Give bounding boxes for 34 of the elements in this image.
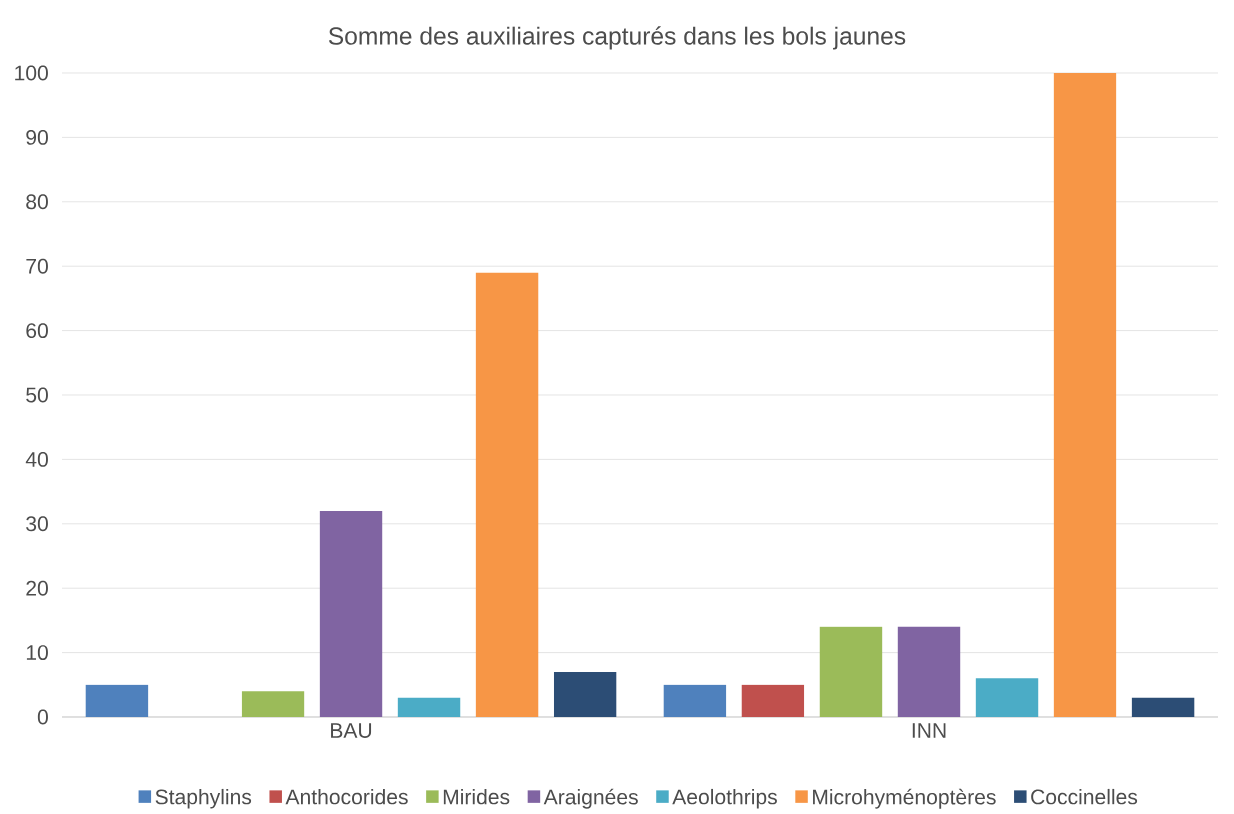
y-tick-label: 60 (26, 323, 48, 339)
y-tick-label: 80 (26, 194, 48, 210)
y-tick-label: 0 (37, 709, 48, 725)
bar (319, 510, 383, 718)
bar (241, 691, 305, 718)
bar (553, 671, 617, 718)
bar (741, 684, 805, 718)
bar (1053, 73, 1117, 718)
y-tick-label: 90 (26, 129, 48, 145)
y-tick-label: 100 (15, 65, 48, 81)
bar (1131, 697, 1195, 718)
bar (819, 626, 883, 718)
y-tick-label: 10 (26, 645, 48, 661)
bar (475, 272, 539, 718)
legend-label: Anthocorides (285, 788, 408, 805)
y-tick-label: 70 (26, 258, 48, 274)
legend-label: Mirides (443, 788, 510, 805)
legend-label: Coccinelles (1031, 788, 1138, 805)
legend-label: Staphylins (155, 788, 252, 809)
x-tick-label: BAU (331, 723, 372, 738)
y-tick-label: 20 (26, 580, 48, 596)
bar (663, 684, 727, 718)
legend-label: Aeolothrips (672, 788, 777, 809)
legend-label: Microhyménoptères (813, 788, 996, 809)
y-tick-label: 40 (25, 451, 48, 467)
bar (85, 684, 149, 718)
bar (397, 697, 461, 718)
y-tick-label: 30 (26, 516, 48, 532)
y-tick-label: 50 (26, 387, 48, 403)
bar (897, 626, 961, 718)
x-tick-label: INN (912, 723, 946, 738)
legend-label: Araignées (543, 788, 638, 809)
bar (975, 678, 1039, 718)
chart-title: Somme des auxiliaires capturés dans les bols jaunes (328, 26, 906, 50)
